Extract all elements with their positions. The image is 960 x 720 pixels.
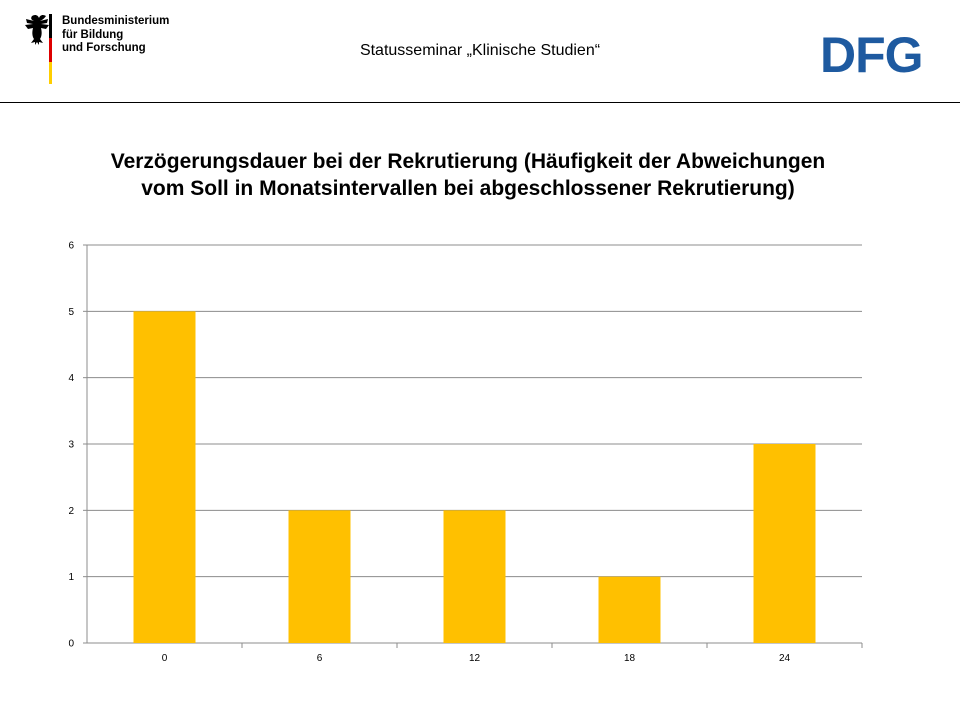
bar	[288, 510, 351, 643]
y-tick-label: 4	[68, 373, 74, 384]
federal-eagle-icon	[25, 14, 49, 45]
x-tick-label: 12	[469, 653, 481, 664]
bar	[598, 576, 661, 643]
bar	[443, 510, 506, 643]
bar	[133, 311, 196, 643]
header-divider	[0, 102, 960, 103]
ministry-line-1: Bundesministerium	[62, 15, 170, 27]
ministry-name: Bundesministerium für Bildung und Forsch…	[62, 15, 169, 56]
x-tick-label: 0	[162, 653, 168, 664]
y-tick-label: 3	[68, 440, 74, 451]
dfg-logo: DFG	[820, 28, 924, 74]
seminar-title: Statusseminar „Klinische Studien“	[359, 42, 601, 59]
chart-title: Verzögerungsdauer bei der Rekrutierung (…	[110, 150, 826, 200]
bmbf-logo	[25, 14, 52, 84]
x-tick-label: 18	[624, 653, 636, 664]
flag-black-stripe	[49, 14, 52, 38]
flag-gold-stripe	[49, 62, 52, 84]
y-tick-label: 1	[68, 572, 74, 583]
ministry-line-3: und Forschung	[62, 42, 146, 54]
y-tick-label: 0	[68, 639, 74, 650]
slide-header: Bundesministerium für Bildung und Forsch…	[0, 0, 960, 104]
flag-red-stripe	[49, 38, 52, 62]
x-tick-label: 24	[779, 653, 791, 664]
x-tick-label: 6	[317, 653, 323, 664]
bar	[753, 444, 816, 643]
y-tick-label: 6	[68, 241, 74, 252]
ministry-line-2: für Bildung	[62, 28, 124, 41]
dfg-logo-text: DFG	[820, 28, 923, 74]
y-tick-label: 5	[68, 307, 74, 318]
y-tick-label: 2	[68, 506, 74, 517]
